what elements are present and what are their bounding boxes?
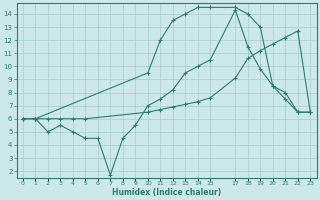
- X-axis label: Humidex (Indice chaleur): Humidex (Indice chaleur): [112, 188, 221, 197]
